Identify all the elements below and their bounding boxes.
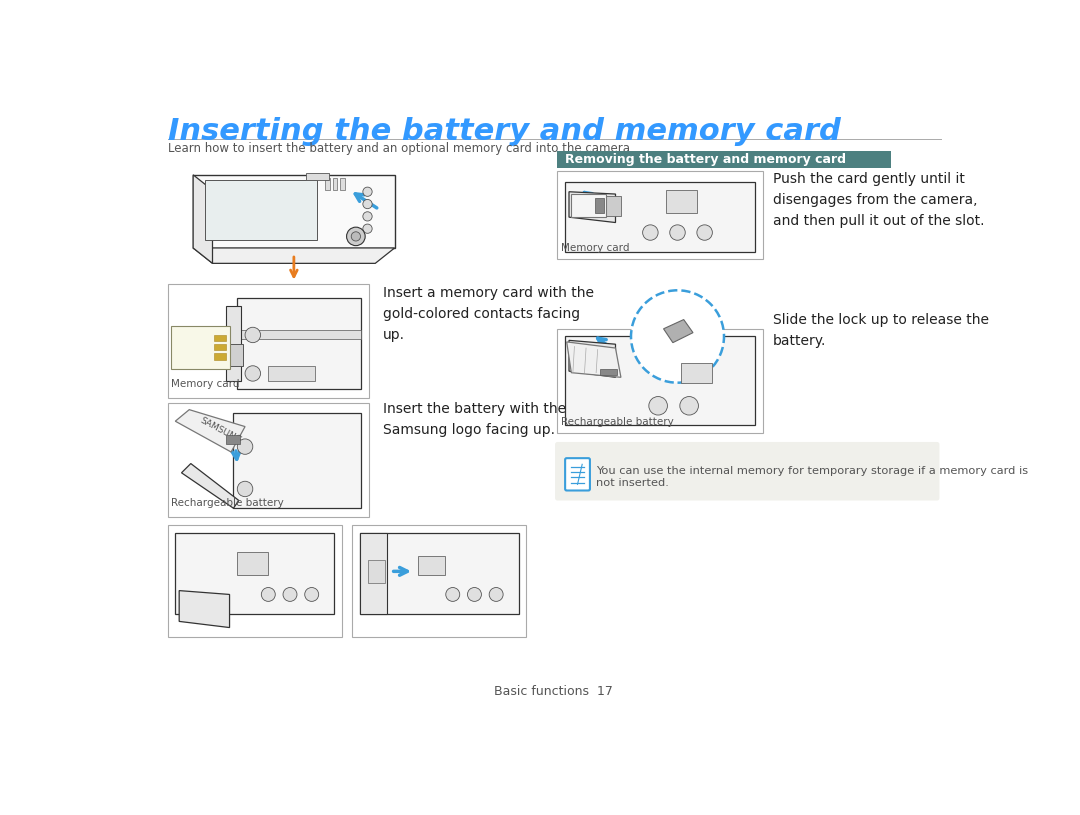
Bar [360, 533, 387, 614]
Circle shape [468, 588, 482, 601]
Circle shape [363, 187, 373, 196]
Text: Learn how to insert the battery and an optional memory card into the camera.: Learn how to insert the battery and an o… [167, 143, 633, 156]
Bar [666, 190, 697, 214]
Bar [224, 344, 243, 366]
Bar [214, 354, 227, 359]
Text: Basic functions  17: Basic functions 17 [494, 685, 613, 698]
Circle shape [351, 231, 361, 241]
Bar [340, 178, 345, 190]
Text: Slide the lock up to release the
battery.: Slide the lock up to release the battery… [773, 314, 989, 348]
Circle shape [238, 439, 253, 454]
Bar [606, 196, 621, 216]
Circle shape [670, 225, 685, 240]
Bar [226, 435, 240, 444]
Bar [238, 298, 362, 389]
Polygon shape [175, 410, 245, 452]
Bar [571, 194, 606, 217]
Text: Memory card: Memory card [562, 244, 630, 253]
Text: Insert the battery with the
Samsung logo facing up.: Insert the battery with the Samsung logo… [383, 402, 566, 437]
Bar [557, 151, 891, 168]
Circle shape [347, 227, 365, 245]
Circle shape [245, 328, 260, 342]
Text: Rechargeable battery: Rechargeable battery [172, 498, 284, 509]
Polygon shape [179, 591, 230, 628]
Bar [214, 344, 227, 350]
Bar [167, 403, 369, 518]
Polygon shape [569, 192, 616, 222]
Text: Rechargeable battery: Rechargeable battery [562, 416, 674, 426]
Bar [268, 366, 314, 381]
Bar [238, 330, 362, 339]
Bar [418, 556, 445, 575]
Text: Battery lock: Battery lock [685, 358, 748, 368]
Bar [600, 369, 617, 375]
Bar [367, 560, 384, 583]
Bar [233, 413, 362, 509]
Bar [214, 335, 227, 341]
Polygon shape [569, 341, 616, 377]
Circle shape [643, 225, 658, 240]
Bar [175, 533, 334, 614]
Bar [333, 178, 337, 190]
Text: Insert a memory card with the
gold-colored contacts facing
up.: Insert a memory card with the gold-color… [383, 286, 594, 341]
Polygon shape [193, 248, 394, 263]
Bar [238, 552, 268, 575]
Circle shape [283, 588, 297, 601]
Bar [595, 198, 604, 214]
Bar [557, 171, 762, 259]
Bar [167, 525, 342, 637]
FancyBboxPatch shape [555, 442, 940, 500]
Circle shape [697, 225, 713, 240]
Polygon shape [663, 319, 693, 342]
Circle shape [649, 397, 667, 415]
Circle shape [446, 588, 460, 601]
FancyBboxPatch shape [565, 458, 590, 491]
Bar [205, 180, 318, 240]
Text: not inserted.: not inserted. [596, 478, 669, 488]
Circle shape [363, 212, 373, 221]
Text: Memory card: Memory card [172, 379, 240, 389]
Bar [306, 174, 328, 180]
Polygon shape [567, 341, 621, 377]
Bar [681, 363, 713, 383]
Bar [193, 174, 394, 248]
Polygon shape [181, 464, 239, 509]
Bar [565, 183, 755, 252]
Bar [565, 337, 755, 425]
Text: SAMSUNG: SAMSUNG [199, 416, 243, 445]
Text: Push the card gently until it
disengages from the camera,
and then pull it out o: Push the card gently until it disengages… [773, 173, 984, 227]
Circle shape [363, 200, 373, 209]
Circle shape [238, 482, 253, 496]
Text: Removing the battery and memory card: Removing the battery and memory card [565, 153, 846, 166]
Bar [172, 327, 230, 369]
Circle shape [631, 290, 724, 383]
Polygon shape [193, 174, 213, 263]
Circle shape [679, 397, 699, 415]
Bar [352, 525, 526, 637]
Bar [226, 306, 241, 381]
Bar [360, 533, 518, 614]
Text: You can use the internal memory for temporary storage if a memory card is: You can use the internal memory for temp… [596, 466, 1028, 476]
Bar [557, 328, 762, 433]
Bar [325, 178, 329, 190]
Circle shape [245, 366, 260, 381]
Text: Inserting the battery and memory card: Inserting the battery and memory card [167, 117, 840, 146]
Circle shape [261, 588, 275, 601]
Circle shape [305, 588, 319, 601]
Circle shape [489, 588, 503, 601]
Circle shape [363, 224, 373, 233]
Bar [167, 284, 369, 398]
